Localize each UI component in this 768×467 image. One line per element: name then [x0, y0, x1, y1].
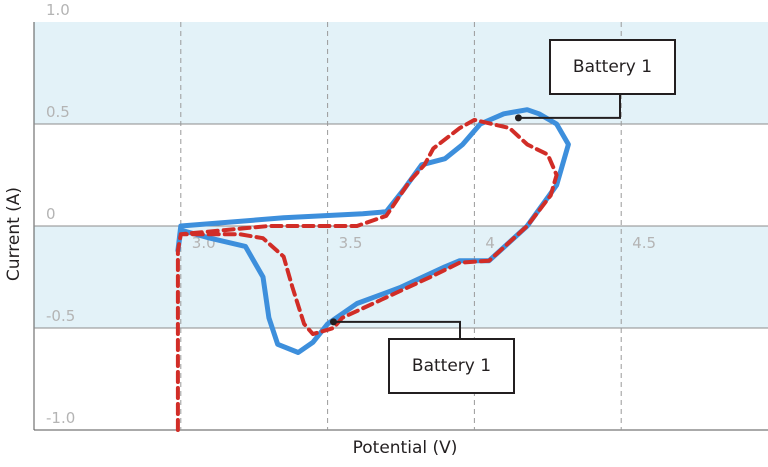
tick-labels: 1.00.50-0.5-1.03.0 3.5 4 4.5	[46, 1, 656, 427]
x-tick-label: 4	[485, 234, 495, 252]
y-tick-label: 1.0	[46, 1, 70, 19]
callout-label: Battery 1	[549, 39, 676, 95]
callout-leader-line	[518, 95, 621, 119]
callout-anchor-dot	[329, 318, 337, 326]
callout-label: Battery 1	[388, 338, 515, 394]
y-tick-label: 0	[46, 205, 56, 223]
callout-anchor-dot	[514, 114, 522, 122]
y-tick-label: 0.5	[46, 103, 70, 121]
series-line-dashed	[175, 117, 559, 432]
callout-leaders	[329, 95, 621, 338]
y-tick-label: -0.5	[46, 307, 75, 325]
data-series	[175, 107, 571, 432]
y-tick-label: -1.0	[46, 409, 75, 427]
x-axis-label: Potential (V)	[352, 438, 458, 458]
callout-leader-line	[333, 320, 461, 338]
y-axis-label: Current (A)	[4, 186, 24, 282]
shaded-band	[34, 226, 768, 328]
x-tick-label: 4.5	[632, 234, 656, 252]
x-tick-label: 3.5	[339, 234, 363, 252]
y-axis-label-container: Current (A)	[0, 0, 28, 467]
